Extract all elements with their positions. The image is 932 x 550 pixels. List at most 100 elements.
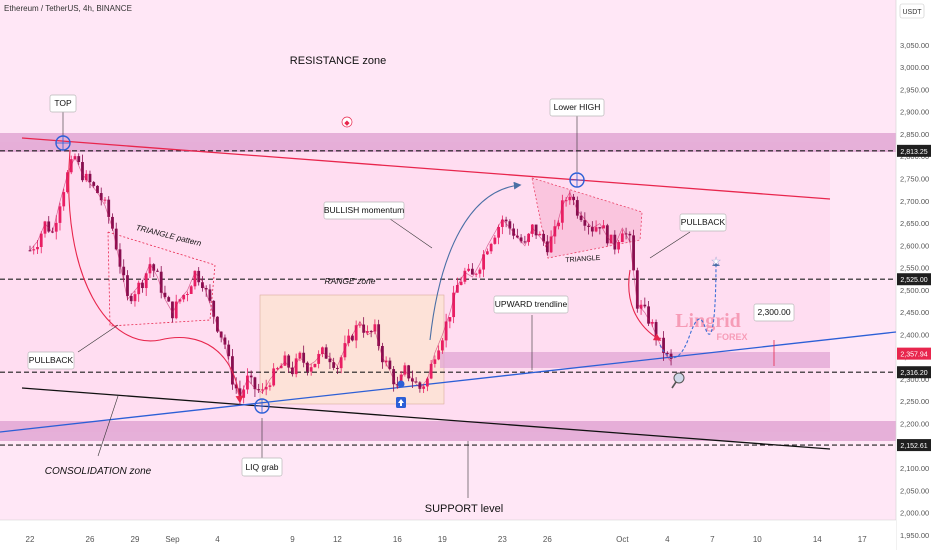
candle-body-4	[43, 221, 47, 234]
candle-body-32	[148, 264, 152, 274]
candle-body-103	[414, 381, 418, 383]
time-tick-14: 10	[753, 535, 762, 544]
descending-resistance-line	[21, 137, 831, 200]
time-tick-4: 4	[215, 535, 220, 544]
candle-body-14	[81, 162, 84, 181]
price-tick-1: 2,000.00	[900, 509, 929, 518]
candle-body-48	[208, 289, 212, 301]
price-tick-3: 2,100.00	[900, 464, 929, 473]
svg-text:Lingrid: Lingrid	[675, 310, 741, 332]
candle-body-61	[257, 389, 261, 391]
candle-body-135	[534, 224, 538, 236]
price-axis-labels: 1,950.002,000.002,050.002,100.002,150.00…	[900, 41, 929, 540]
candle-body-66	[276, 368, 279, 370]
pullback-arrow-right	[628, 269, 662, 341]
candle-body-30	[141, 282, 144, 289]
level-label-2: 2,357.94	[900, 352, 927, 359]
candle-body-7	[54, 222, 58, 232]
upward-trendline-callout: UPWARD trendline	[493, 295, 569, 314]
candle-body-31	[144, 273, 148, 289]
range-zone-label: RANGE zone	[324, 276, 375, 286]
candle-body-38	[171, 301, 174, 319]
price-tick-12: 2,550.00	[900, 264, 929, 273]
candle-body-148	[583, 220, 587, 226]
pointer-consolidation	[97, 395, 119, 457]
candle-body-104	[418, 382, 422, 389]
candle-body-102	[410, 378, 414, 382]
candle-body-124	[493, 237, 497, 244]
candle-body-50	[216, 316, 219, 332]
lower-high-callout: Lower HIGH	[549, 98, 605, 117]
candle-body-79	[324, 347, 328, 359]
candle-body-145	[572, 196, 575, 201]
candle-body-113	[452, 292, 456, 318]
price-tick-2: 2,050.00	[900, 486, 929, 495]
candle-body-107	[429, 363, 433, 379]
candle-body-93	[377, 324, 381, 347]
time-tick-16: 17	[858, 535, 867, 544]
candle-body-170	[665, 352, 669, 354]
candle-body-119	[474, 273, 478, 275]
candle-body-49	[212, 300, 216, 317]
support-band	[0, 421, 896, 441]
candle-body-120	[478, 269, 482, 274]
candle-body-37	[167, 297, 171, 302]
price-line	[29, 155, 672, 399]
candle-body-131	[519, 237, 523, 242]
price-tick-14: 2,650.00	[900, 219, 929, 228]
pullback-arrow-left	[68, 149, 244, 404]
chart-title: Ethereum / TetherUS, 4h, BINANCE	[4, 4, 132, 13]
candle-body-25	[122, 266, 126, 276]
level-badge-2	[897, 347, 931, 360]
price-tick-5: 2,200.00	[900, 419, 929, 428]
pullback-right-callout: PULLBACK	[679, 213, 727, 232]
candle-body-110	[440, 340, 444, 351]
candle-body-157	[617, 242, 620, 250]
candle-body-72	[298, 352, 302, 359]
candle-body-71	[294, 358, 298, 375]
resistance-band	[0, 133, 896, 152]
candle-body-59	[249, 375, 253, 378]
level-label-4: 2,152.61	[900, 443, 927, 450]
magnifier-icon	[671, 372, 685, 389]
candle-body-108	[433, 359, 437, 364]
candle-body-65	[272, 368, 276, 386]
svg-text:BULLISH momentum: BULLISH momentum	[324, 205, 404, 215]
time-tick-11: Oct	[616, 535, 629, 544]
svg-text:TOP: TOP	[54, 98, 72, 108]
resistance-alert-icon	[341, 116, 353, 128]
candle-body-123	[489, 243, 493, 252]
candle-body-94	[380, 346, 384, 363]
range-zone-box	[259, 294, 445, 405]
candle-body-147	[579, 215, 583, 221]
candle-body-60	[253, 377, 257, 390]
price-tick-19: 2,900.00	[900, 108, 929, 117]
price-tick-13: 2,600.00	[900, 241, 929, 250]
candle-body-33	[152, 264, 156, 271]
candle-body-96	[388, 360, 392, 370]
candle-body-142	[560, 200, 564, 223]
candle-body-0	[28, 250, 32, 252]
time-tick-3: Sep	[165, 535, 180, 544]
candle-body-64	[268, 385, 272, 387]
price-tick-18: 2,850.00	[900, 130, 929, 139]
consolidation-zone-label: CONSOLIDATION zone	[45, 466, 152, 477]
time-tick-15: 14	[813, 535, 822, 544]
candle-body-9	[62, 192, 66, 207]
svg-text:PULLBACK: PULLBACK	[681, 217, 726, 227]
time-tick-1: 26	[86, 535, 95, 544]
time-axis	[0, 520, 896, 550]
candle-body-163	[639, 304, 643, 309]
candle-body-10	[66, 172, 69, 193]
top-callout: TOP	[49, 94, 77, 113]
candle-body-52	[223, 337, 227, 345]
candle-body-81	[332, 362, 336, 368]
lower-high-marker	[569, 172, 585, 188]
triangle-right-label: TRIANGLE	[565, 255, 601, 264]
candle-body-13	[77, 156, 81, 163]
candle-body-150	[590, 226, 594, 232]
candle-body-109	[437, 350, 441, 360]
candle-body-162	[635, 270, 639, 309]
price-tick-15: 2,700.00	[900, 197, 929, 206]
